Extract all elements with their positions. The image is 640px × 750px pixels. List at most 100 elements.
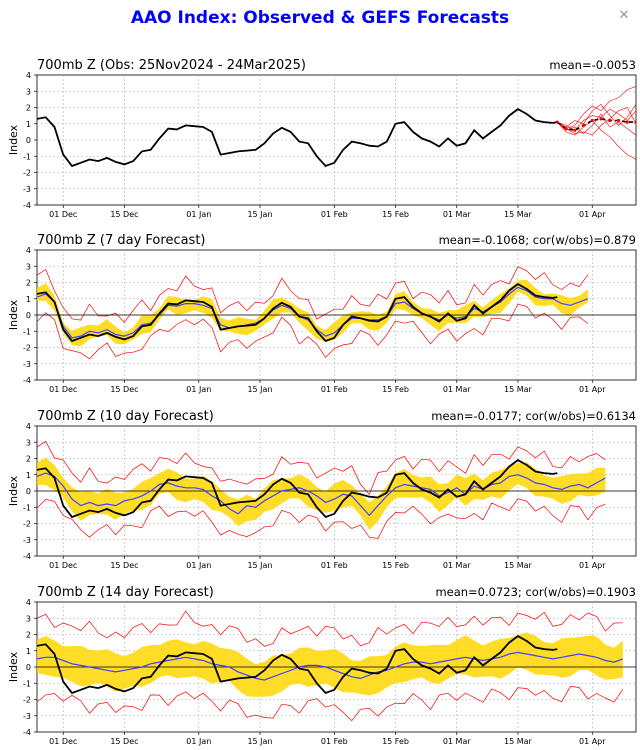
y-tick-label: -3 bbox=[23, 185, 31, 194]
y-tick-label: -4 bbox=[23, 201, 31, 210]
x-tick-label: 15 Jan bbox=[247, 561, 272, 570]
forecast-point bbox=[590, 118, 594, 123]
y-axis-label: Index bbox=[7, 124, 20, 155]
spread-band bbox=[37, 632, 623, 697]
x-tick-label: 15 Dec bbox=[110, 385, 138, 394]
y-tick-label: 4 bbox=[26, 246, 31, 255]
y-tick-label: 3 bbox=[26, 438, 31, 447]
x-tick-label: 01 Dec bbox=[49, 561, 77, 570]
x-tick-label: 15 Mar bbox=[504, 561, 533, 570]
y-tick-label: 3 bbox=[26, 614, 31, 623]
y-tick-label: 3 bbox=[26, 87, 31, 96]
x-tick-label: 01 Apr bbox=[579, 737, 606, 746]
plot-area bbox=[37, 266, 636, 360]
x-tick-label: 01 Dec bbox=[49, 210, 77, 219]
x-tick-label: 01 Feb bbox=[321, 385, 348, 394]
y-axis-label: Index bbox=[7, 475, 20, 506]
x-tick-label: 15 Feb bbox=[382, 561, 409, 570]
forecast-mean-line bbox=[556, 118, 636, 132]
y-tick-label: -2 bbox=[23, 520, 31, 529]
y-tick-label: 2 bbox=[26, 631, 31, 640]
y-tick-label: 4 bbox=[26, 422, 31, 431]
y-tick-label: 0 bbox=[26, 487, 31, 496]
x-tick-label: 15 Feb bbox=[382, 210, 409, 219]
x-tick-label: 15 Jan bbox=[247, 737, 272, 746]
forecast-point bbox=[625, 120, 629, 124]
y-tick-label: -1 bbox=[23, 679, 31, 688]
y-tick-label: -2 bbox=[23, 344, 31, 353]
y-tick-label: 0 bbox=[26, 663, 31, 672]
close-icon[interactable]: ✕ bbox=[618, 8, 630, 23]
panel-stat: mean=-0.1068; cor(w/obs)=0.879 bbox=[439, 233, 636, 247]
envelope-lower bbox=[37, 498, 606, 539]
x-tick-label: 15 Dec bbox=[110, 210, 138, 219]
envelope-upper bbox=[37, 610, 623, 647]
panel-stat: mean=0.0723; cor(w/obs)=0.1903 bbox=[435, 585, 636, 599]
envelope-lower bbox=[37, 686, 624, 722]
y-tick-label: 2 bbox=[26, 104, 31, 113]
chart-panel-4: 700mb Z (14 day Forecast) mean=0.0723; co… bbox=[7, 585, 637, 746]
x-tick-label: 01 Apr bbox=[579, 210, 606, 219]
y-tick-label: -4 bbox=[23, 728, 31, 737]
ensemble-member-line bbox=[557, 108, 636, 131]
x-tick-label: 01 Mar bbox=[443, 210, 472, 219]
forecast-mean-line bbox=[37, 651, 624, 681]
x-tick-label: 01 Apr bbox=[579, 561, 606, 570]
y-tick-label: 0 bbox=[26, 136, 31, 145]
x-tick-label: 15 Dec bbox=[110, 737, 138, 746]
y-tick-label: 1 bbox=[26, 295, 31, 304]
y-tick-label: 2 bbox=[26, 455, 31, 464]
plot-area bbox=[37, 610, 636, 722]
envelope-upper bbox=[37, 440, 606, 495]
y-tick-label: 1 bbox=[26, 471, 31, 480]
forecast-point bbox=[555, 120, 559, 124]
plot-area bbox=[37, 86, 636, 168]
x-tick-label: 15 Jan bbox=[247, 210, 272, 219]
ensemble-member-line bbox=[557, 120, 636, 160]
y-tick-label: 4 bbox=[26, 71, 31, 80]
forecast-point bbox=[573, 128, 577, 132]
x-tick-label: 01 Mar bbox=[443, 385, 472, 394]
x-tick-label: 01 Jan bbox=[186, 737, 211, 746]
forecast-point bbox=[564, 127, 568, 131]
panel-title: 700mb Z (7 day Forecast) bbox=[37, 233, 206, 248]
spread-band bbox=[37, 279, 588, 347]
y-tick-label: -3 bbox=[23, 712, 31, 721]
x-tick-label: 15 Dec bbox=[110, 561, 138, 570]
y-tick-label: 2 bbox=[26, 279, 31, 288]
x-tick-label: 01 Jan bbox=[186, 210, 211, 219]
y-tick-label: -4 bbox=[23, 376, 31, 385]
y-tick-label: -1 bbox=[23, 327, 31, 336]
x-tick-label: 01 Jan bbox=[186, 561, 211, 570]
y-tick-label: -2 bbox=[23, 169, 31, 178]
observed-line bbox=[37, 108, 558, 168]
x-tick-label: 01 Mar bbox=[443, 561, 472, 570]
panel-title: 700mb Z (14 day Forecast) bbox=[37, 585, 214, 600]
x-tick-label: 01 Dec bbox=[49, 385, 77, 394]
panel-stat: mean=-0.0053 bbox=[549, 58, 636, 72]
chart-panel-1: 700mb Z (Obs: 25Nov2024 - 24Mar2025) mean… bbox=[7, 58, 637, 219]
y-tick-label: -3 bbox=[23, 360, 31, 369]
envelope-lower bbox=[37, 303, 589, 360]
y-tick-label: -4 bbox=[23, 552, 31, 561]
y-axis-label: Index bbox=[7, 299, 20, 330]
forecast-point bbox=[608, 118, 612, 123]
chart-panel-2: 700mb Z (7 day Forecast) mean=-0.1068; co… bbox=[7, 233, 637, 394]
forecast-point bbox=[581, 123, 586, 127]
chart-panel-3: 700mb Z (10 day Forecast) mean=-0.0177; c… bbox=[7, 409, 637, 570]
y-tick-label: -1 bbox=[23, 152, 31, 161]
x-tick-label: 01 Feb bbox=[321, 210, 348, 219]
x-tick-label: 01 Jan bbox=[186, 385, 211, 394]
panel-title: 700mb Z (Obs: 25Nov2024 - 24Mar2025) bbox=[37, 58, 306, 73]
y-tick-label: 4 bbox=[26, 598, 31, 607]
panel-title: 700mb Z (10 day Forecast) bbox=[37, 409, 214, 424]
forecast-point bbox=[616, 118, 621, 123]
envelope-upper bbox=[37, 266, 589, 323]
y-tick-label: 1 bbox=[26, 120, 31, 129]
ensemble-member-line bbox=[557, 107, 636, 136]
y-axis-label: Index bbox=[7, 651, 20, 682]
y-tick-label: 1 bbox=[26, 647, 31, 656]
x-tick-label: 01 Dec bbox=[49, 737, 77, 746]
x-tick-label: 15 Mar bbox=[504, 385, 533, 394]
